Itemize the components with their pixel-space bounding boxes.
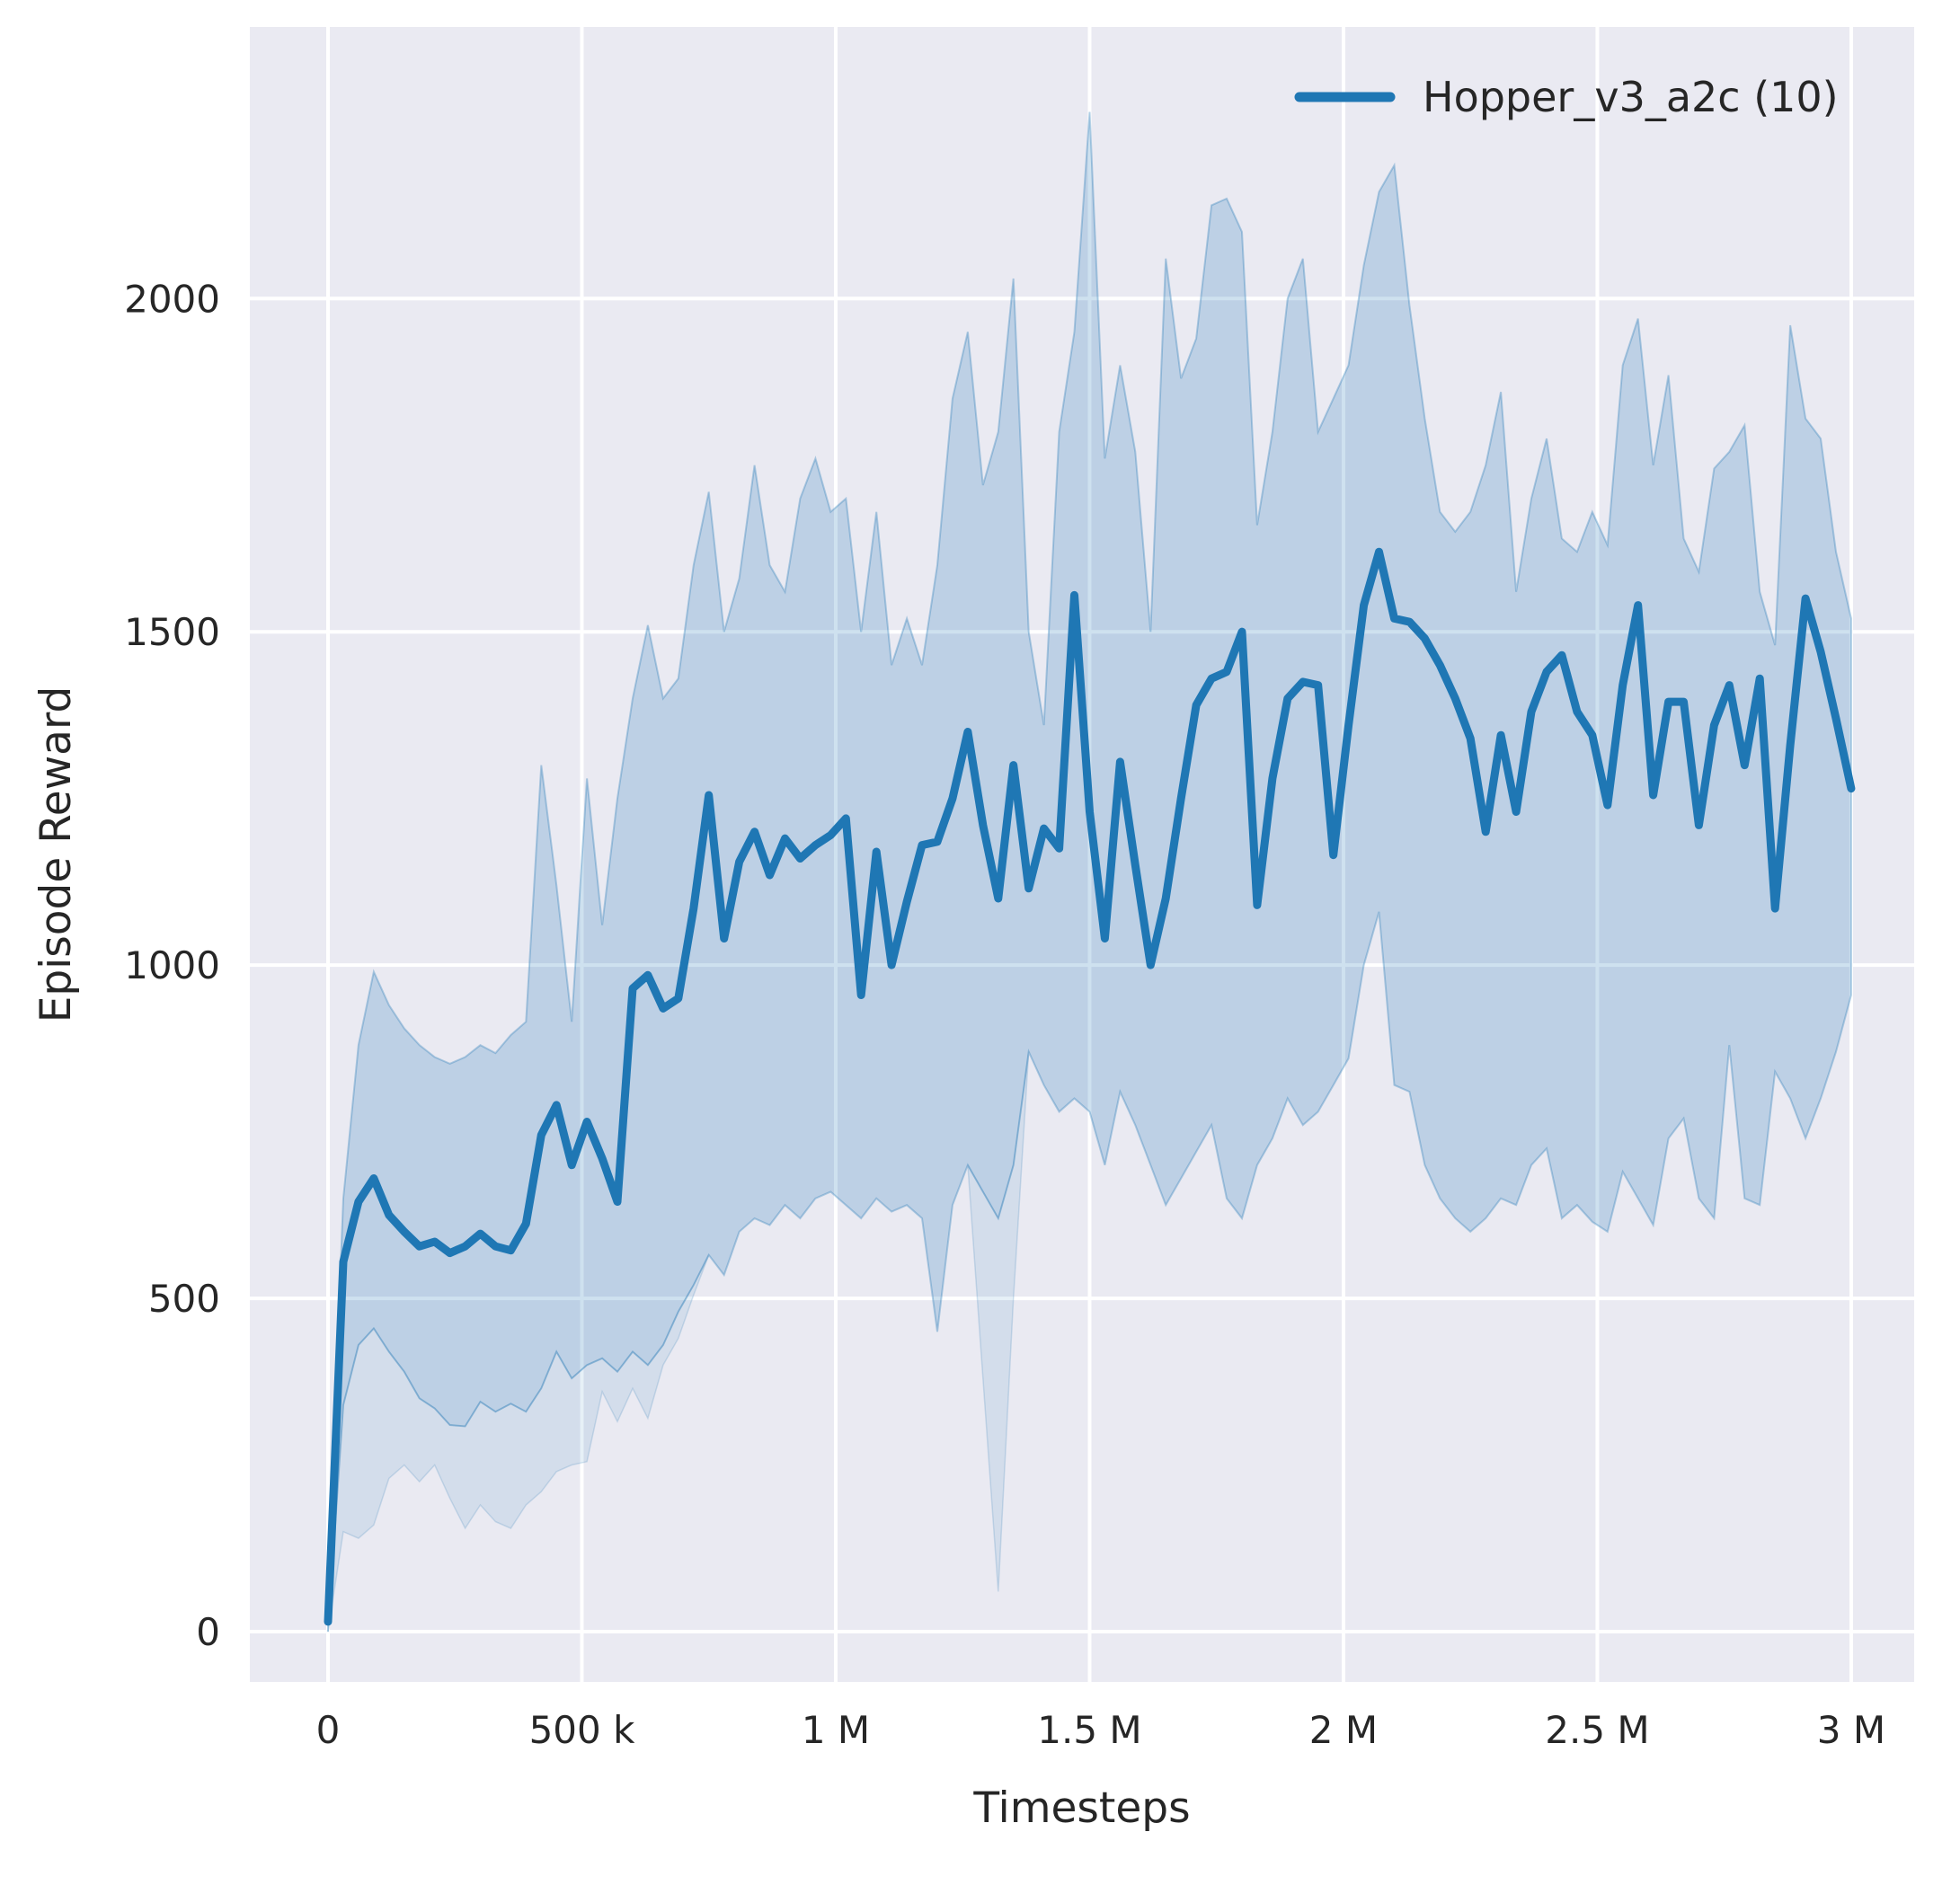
x-tick-label: 0 <box>316 1708 341 1752</box>
y-tick-label: 0 <box>196 1610 220 1654</box>
x-tick-label: 2 M <box>1309 1708 1378 1752</box>
series <box>324 111 1856 1633</box>
x-tick-label: 1 M <box>802 1708 870 1752</box>
y-tick-label: 500 <box>148 1277 220 1321</box>
x-tick-label: 500 k <box>529 1708 636 1752</box>
outer-band-dip <box>967 1051 1030 1592</box>
legend: Hopper_v3_a2c (10) <box>1294 73 1839 121</box>
y-tick-label: 1000 <box>124 943 220 987</box>
mean-line <box>324 547 1856 1626</box>
x-tick-label: 3 M <box>1817 1708 1885 1752</box>
y-tick-label: 1500 <box>124 610 220 654</box>
y-axis-label: Episode Reward <box>31 686 81 1023</box>
outer-band-early <box>327 1254 710 1633</box>
axes-background <box>250 27 1914 1682</box>
x-tick-label: 1.5 M <box>1037 1708 1141 1752</box>
x-axis-label: Timesteps <box>972 1783 1190 1833</box>
x-tick-label: 2.5 M <box>1545 1708 1649 1752</box>
confidence-band <box>327 111 1852 1633</box>
legend-label: Hopper_v3_a2c (10) <box>1423 73 1839 121</box>
tick-labels: 0 500 k 1 M 1.5 M 2 M 2.5 M 3 M 0 500 1000 1500 200… <box>124 277 1885 1752</box>
axes-rect <box>250 27 1914 1682</box>
y-tick-label: 2000 <box>124 277 220 321</box>
